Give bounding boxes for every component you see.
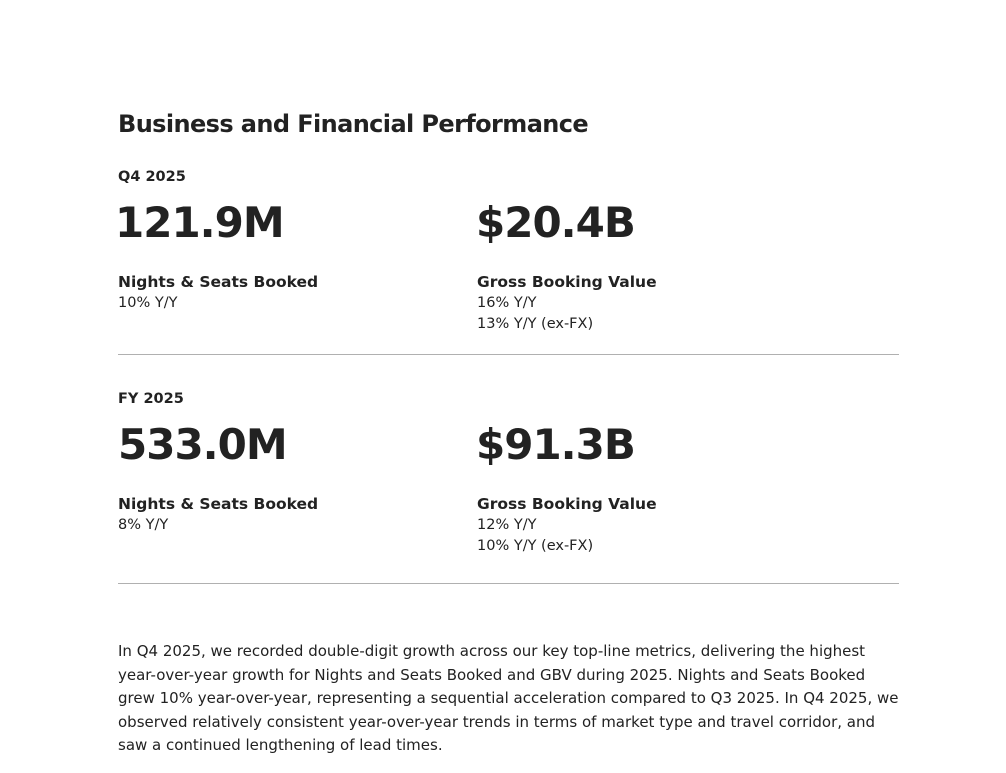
commentary-paragraph: In Q4 2025, we recorded double-digit gro…: [118, 642, 899, 754]
metric-value: 533.0M: [118, 420, 288, 469]
metric-stat: 13% Y/Y (ex-FX): [477, 316, 594, 332]
metric-value: $91.3B: [476, 420, 636, 469]
metric-stat: 10% Y/Y: [118, 295, 178, 311]
section-divider: [118, 354, 899, 355]
metric-label: Nights & Seats Booked: [118, 273, 319, 291]
page-title: Business and Financial Performance: [118, 110, 589, 138]
period-label-fy: FY 2025: [118, 391, 184, 407]
metric-value: 121.9M: [115, 198, 285, 247]
section-divider: [118, 583, 899, 584]
metric-q4-nights: 121.9M Nights & Seats Booked 10% Y/Y: [115, 199, 475, 314]
metric-value: $20.4B: [476, 198, 636, 247]
metric-stat: 12% Y/Y: [477, 517, 537, 533]
metric-fy-gbv: $91.3B Gross Booking Value 12% Y/Y 10% Y…: [476, 421, 836, 557]
metric-label: Gross Booking Value: [477, 273, 657, 291]
metric-stat: 10% Y/Y (ex-FX): [477, 538, 594, 554]
metric-stat: 16% Y/Y: [477, 295, 537, 311]
period-label-q4: Q4 2025: [118, 169, 186, 185]
metric-fy-nights: 533.0M Nights & Seats Booked 8% Y/Y: [118, 421, 478, 536]
metric-label: Nights & Seats Booked: [118, 495, 319, 513]
metric-q4-gbv: $20.4B Gross Booking Value 16% Y/Y 13% Y…: [476, 199, 836, 335]
metric-label: Gross Booking Value: [477, 495, 657, 513]
metric-stat: 8% Y/Y: [118, 517, 169, 533]
